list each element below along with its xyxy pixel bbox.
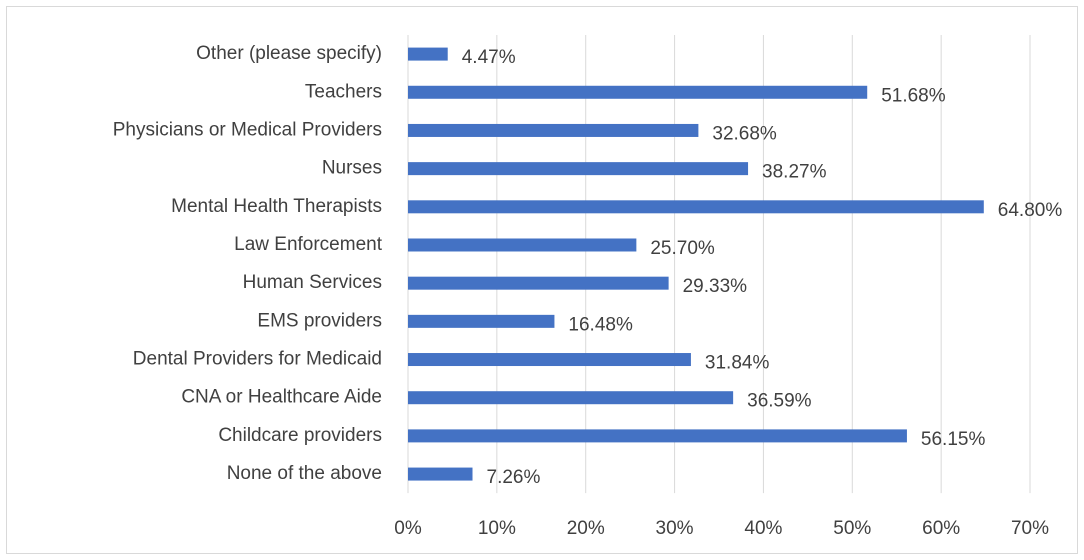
y-tick-label: Dental Providers for Medicaid: [133, 349, 382, 370]
bar: [408, 162, 749, 176]
y-tick-label: Human Services: [243, 272, 382, 293]
bar: [408, 391, 734, 405]
bar: [408, 467, 473, 481]
value-label: 38.27%: [762, 162, 827, 183]
y-tick-label: Childcare providers: [218, 425, 382, 446]
value-label: 7.26%: [487, 467, 541, 488]
bar: [408, 85, 868, 99]
x-tick-label: 50%: [833, 518, 871, 539]
bar: [408, 429, 907, 443]
bar: [408, 47, 448, 61]
value-label: 36.59%: [747, 391, 812, 412]
x-tick-label: 70%: [1011, 518, 1049, 539]
x-tick-label: 30%: [656, 518, 694, 539]
y-tick-label: Other (please specify): [196, 43, 382, 64]
bar: [408, 353, 691, 367]
bar: [408, 276, 669, 290]
bar: [408, 200, 984, 214]
x-tick-label: 60%: [922, 518, 960, 539]
x-tick-label: 10%: [478, 518, 516, 539]
value-label: 29.33%: [683, 276, 748, 297]
y-tick-label: EMS providers: [257, 310, 382, 331]
y-tick-label: Mental Health Therapists: [171, 196, 382, 217]
x-tick-label: 40%: [744, 518, 782, 539]
y-tick-label: Law Enforcement: [234, 234, 383, 255]
x-tick-label: 0%: [394, 518, 422, 539]
y-tick-label: Teachers: [305, 81, 382, 102]
value-label: 25.70%: [650, 238, 715, 259]
y-tick-label: CNA or Healthcare Aide: [181, 387, 382, 408]
value-label: 4.47%: [462, 47, 516, 68]
value-label: 51.68%: [881, 85, 946, 106]
y-tick-label: None of the above: [227, 463, 382, 484]
value-label: 16.48%: [568, 314, 633, 335]
value-label: 56.15%: [921, 429, 986, 450]
bar: [408, 123, 699, 137]
value-label: 64.80%: [998, 200, 1063, 221]
value-label: 31.84%: [705, 353, 770, 374]
x-tick-label: 20%: [567, 518, 605, 539]
bar: [408, 238, 637, 252]
y-tick-label: Nurses: [322, 158, 382, 179]
bar: [408, 314, 555, 328]
y-tick-label: Physicians or Medical Providers: [113, 119, 382, 140]
value-label: 32.68%: [712, 123, 777, 144]
